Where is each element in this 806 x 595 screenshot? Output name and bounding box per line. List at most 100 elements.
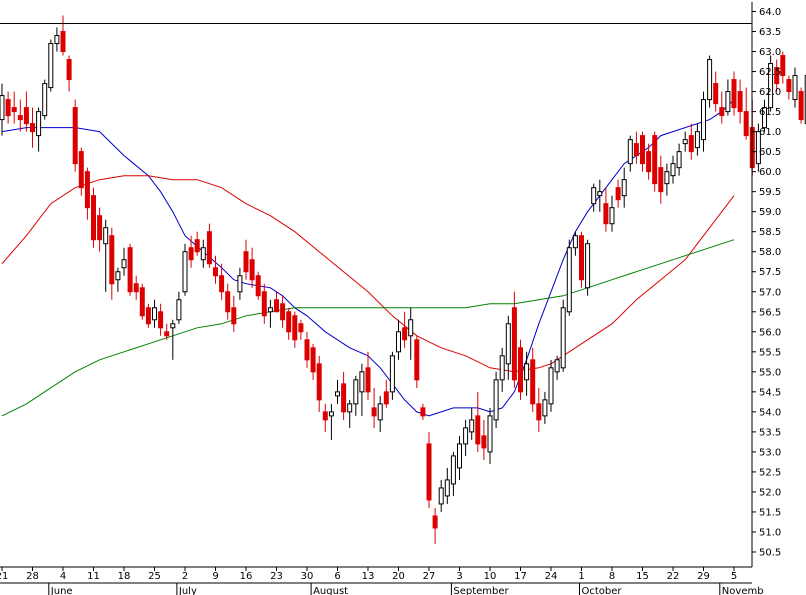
y-tick-label: 62.0	[759, 87, 781, 98]
candle	[743, 87, 749, 140]
candle	[133, 275, 139, 300]
candle	[11, 91, 17, 124]
candle-body	[402, 327, 408, 341]
candle-body	[152, 307, 157, 321]
candle	[481, 419, 487, 460]
candle-body	[755, 131, 761, 165]
candle-body	[286, 311, 292, 333]
candle-body	[0, 95, 5, 121]
candle	[530, 347, 536, 412]
candle	[347, 399, 353, 428]
candle-body	[475, 415, 481, 445]
candle	[511, 291, 517, 388]
candle	[219, 263, 225, 300]
candle-body	[164, 331, 170, 337]
candle	[353, 375, 359, 416]
month-label: September	[453, 586, 509, 595]
x-tick-label: 4	[60, 571, 66, 582]
month-label: June	[50, 586, 73, 595]
candle-body	[688, 135, 694, 153]
candle-body	[444, 479, 450, 497]
candle-body	[97, 215, 103, 241]
candle	[579, 231, 584, 288]
candle-body	[347, 403, 353, 413]
candle	[554, 355, 560, 380]
candle	[170, 319, 176, 360]
candle	[286, 307, 292, 340]
candle	[713, 71, 719, 112]
candle-body	[518, 347, 523, 393]
candle-body	[554, 359, 560, 373]
x-tick-label: 30	[301, 571, 314, 582]
candle	[798, 87, 804, 124]
candle	[597, 179, 603, 212]
candle	[84, 167, 90, 220]
x-tick-label: 6	[334, 571, 340, 582]
candle-body	[511, 307, 517, 381]
candle	[243, 239, 249, 280]
candle	[158, 303, 164, 336]
candle	[127, 243, 133, 296]
candle	[359, 363, 365, 416]
candle-body	[542, 399, 548, 417]
candle-body	[377, 403, 383, 421]
candle-body	[432, 515, 438, 529]
candle	[182, 243, 188, 296]
candle-body	[743, 111, 749, 137]
candle-body	[463, 427, 469, 445]
candle-body	[664, 171, 670, 185]
x-tick-label: 16	[240, 571, 253, 582]
candle-body	[426, 443, 432, 501]
y-tick-label: 59.0	[759, 207, 781, 218]
candle	[17, 99, 23, 132]
candle	[707, 55, 713, 108]
candle	[475, 391, 481, 452]
candle	[60, 15, 66, 56]
y-tick-label: 52.0	[759, 487, 781, 498]
candle-body	[762, 107, 767, 129]
candle	[566, 239, 572, 316]
candle	[426, 431, 432, 508]
x-tick-label: 18	[118, 571, 131, 582]
candle	[402, 311, 408, 348]
y-tick-label: 60.5	[759, 147, 781, 158]
y-tick-label: 55.5	[759, 347, 781, 358]
x-tick-label: 28	[26, 571, 39, 582]
y-tick-label: 53.0	[759, 447, 781, 458]
candle-body	[225, 291, 231, 313]
candle	[396, 319, 401, 360]
candle	[450, 451, 456, 496]
candle	[335, 379, 340, 404]
candle-body	[127, 247, 133, 293]
candle-body	[371, 407, 377, 417]
candle-body	[237, 275, 243, 293]
candle-body	[572, 235, 578, 249]
candle	[48, 39, 54, 92]
candle-body	[713, 83, 719, 105]
candle-body	[609, 207, 615, 225]
y-tick-label: 57.0	[759, 287, 781, 298]
candle-body	[566, 247, 572, 313]
candle	[328, 403, 334, 440]
candle	[176, 291, 182, 324]
candle	[640, 131, 645, 172]
candle-body	[682, 139, 688, 145]
x-axis: 2128411182529162330613202731017241815222…	[0, 567, 764, 595]
candle	[316, 355, 322, 412]
candle-body	[54, 35, 60, 45]
x-tick-label: 13	[362, 571, 375, 582]
month-label: July	[178, 586, 197, 595]
y-tick-label: 54.0	[759, 407, 781, 418]
candle-body	[103, 227, 109, 245]
candle	[432, 507, 438, 544]
candle-body	[701, 99, 706, 141]
candle	[310, 343, 316, 380]
candle-body	[200, 247, 206, 261]
candle	[719, 91, 725, 124]
candle-body	[316, 363, 322, 401]
candle-body	[499, 355, 505, 381]
candle-body	[310, 347, 316, 373]
candle-body	[658, 167, 664, 193]
candle	[414, 335, 420, 388]
candle-body	[652, 135, 658, 185]
